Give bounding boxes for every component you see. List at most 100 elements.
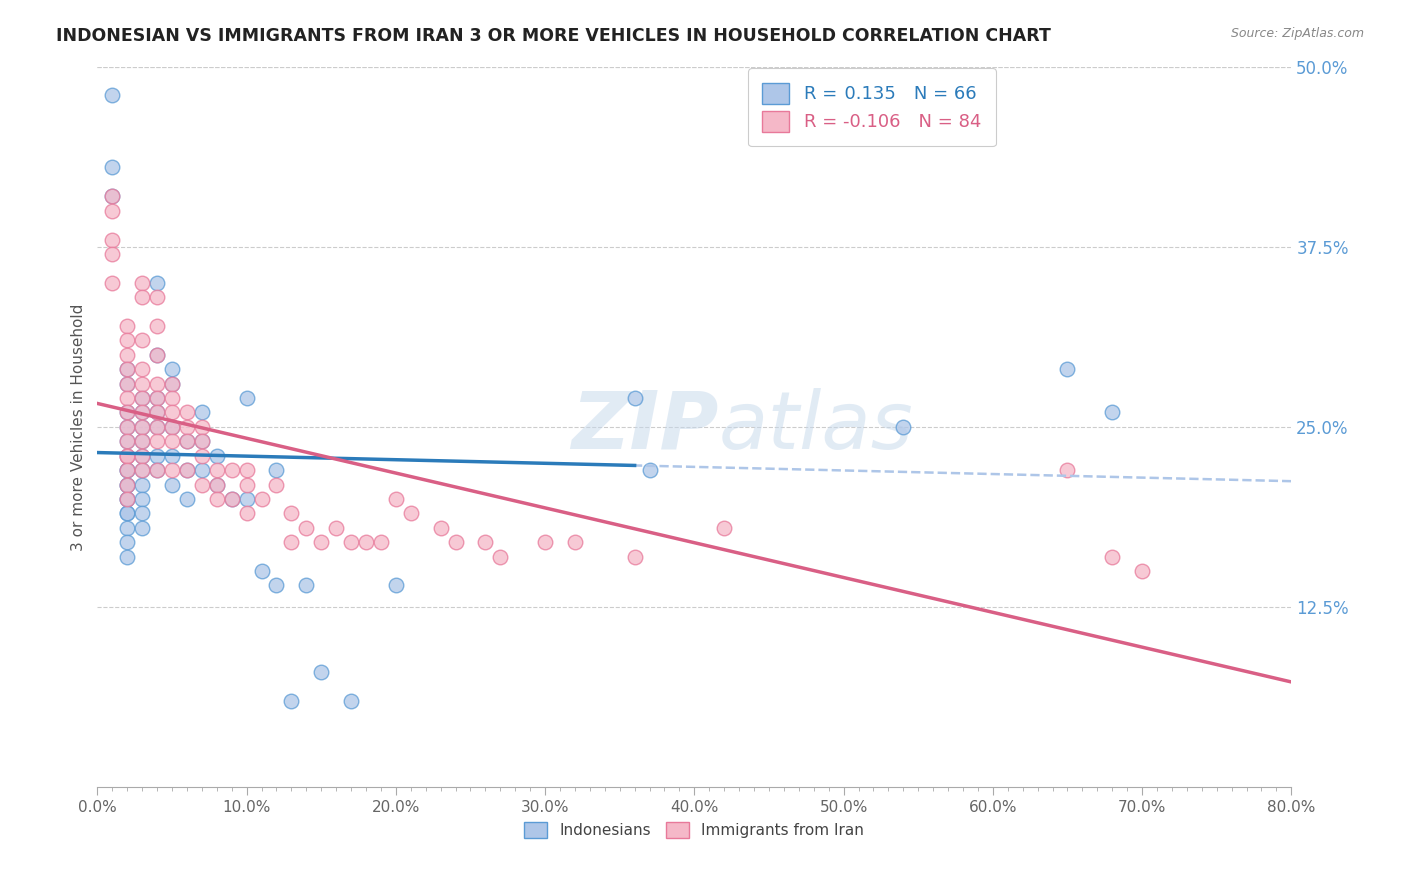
Point — [340, 694, 363, 708]
Point — [160, 449, 183, 463]
Point — [115, 318, 138, 333]
Point — [160, 376, 183, 391]
Point — [176, 434, 198, 449]
Point — [115, 477, 138, 491]
Point — [115, 491, 138, 506]
Point — [115, 420, 138, 434]
Point — [131, 506, 153, 520]
Point — [191, 420, 214, 434]
Point — [354, 535, 377, 549]
Point — [115, 405, 138, 419]
Point — [160, 376, 183, 391]
Point — [115, 434, 138, 449]
Point — [176, 434, 198, 449]
Point — [160, 362, 183, 376]
Point — [429, 521, 451, 535]
Point — [176, 491, 198, 506]
Point — [115, 449, 138, 463]
Point — [131, 463, 153, 477]
Point — [280, 506, 302, 520]
Point — [176, 405, 198, 419]
Point — [146, 318, 169, 333]
Point — [146, 348, 169, 362]
Legend: Indonesians, Immigrants from Iran: Indonesians, Immigrants from Iran — [519, 816, 870, 845]
Point — [146, 276, 169, 290]
Point — [131, 449, 153, 463]
Point — [146, 420, 169, 434]
Point — [160, 463, 183, 477]
Point — [131, 477, 153, 491]
Point — [131, 420, 153, 434]
Point — [115, 506, 138, 520]
Point — [623, 549, 645, 564]
Point — [146, 405, 169, 419]
Point — [191, 449, 214, 463]
Point — [1101, 549, 1123, 564]
Point — [131, 434, 153, 449]
Point — [385, 491, 408, 506]
Point — [131, 334, 153, 348]
Point — [131, 405, 153, 419]
Point — [146, 376, 169, 391]
Point — [115, 549, 138, 564]
Text: Source: ZipAtlas.com: Source: ZipAtlas.com — [1230, 27, 1364, 40]
Point — [891, 420, 914, 434]
Point — [115, 535, 138, 549]
Point — [205, 477, 228, 491]
Point — [191, 477, 214, 491]
Point — [101, 88, 124, 103]
Point — [131, 521, 153, 535]
Point — [131, 362, 153, 376]
Point — [146, 449, 169, 463]
Point — [564, 535, 586, 549]
Point — [266, 477, 288, 491]
Point — [266, 578, 288, 592]
Point — [146, 420, 169, 434]
Point — [131, 276, 153, 290]
Point — [325, 521, 347, 535]
Point — [146, 391, 169, 405]
Point — [191, 463, 214, 477]
Point — [115, 491, 138, 506]
Point — [205, 449, 228, 463]
Text: INDONESIAN VS IMMIGRANTS FROM IRAN 3 OR MORE VEHICLES IN HOUSEHOLD CORRELATION C: INDONESIAN VS IMMIGRANTS FROM IRAN 3 OR … — [56, 27, 1052, 45]
Point — [115, 376, 138, 391]
Point — [115, 477, 138, 491]
Point — [399, 506, 422, 520]
Point — [101, 276, 124, 290]
Point — [115, 463, 138, 477]
Point — [115, 348, 138, 362]
Point — [309, 665, 332, 679]
Point — [131, 391, 153, 405]
Point — [131, 420, 153, 434]
Point — [115, 405, 138, 419]
Point — [221, 491, 243, 506]
Point — [235, 477, 257, 491]
Point — [115, 449, 138, 463]
Text: atlas: atlas — [718, 388, 912, 466]
Point — [131, 290, 153, 304]
Point — [115, 449, 138, 463]
Point — [1056, 362, 1078, 376]
Point — [146, 434, 169, 449]
Point — [146, 290, 169, 304]
Point — [309, 535, 332, 549]
Point — [131, 391, 153, 405]
Point — [235, 491, 257, 506]
Point — [101, 203, 124, 218]
Y-axis label: 3 or more Vehicles in Household: 3 or more Vehicles in Household — [72, 303, 86, 550]
Point — [295, 578, 318, 592]
Point — [638, 463, 661, 477]
Point — [340, 535, 363, 549]
Point — [115, 477, 138, 491]
Point — [235, 463, 257, 477]
Point — [534, 535, 557, 549]
Point — [280, 694, 302, 708]
Point — [115, 362, 138, 376]
Point — [474, 535, 496, 549]
Point — [205, 477, 228, 491]
Point — [1130, 564, 1153, 578]
Point — [191, 434, 214, 449]
Point — [191, 405, 214, 419]
Point — [205, 463, 228, 477]
